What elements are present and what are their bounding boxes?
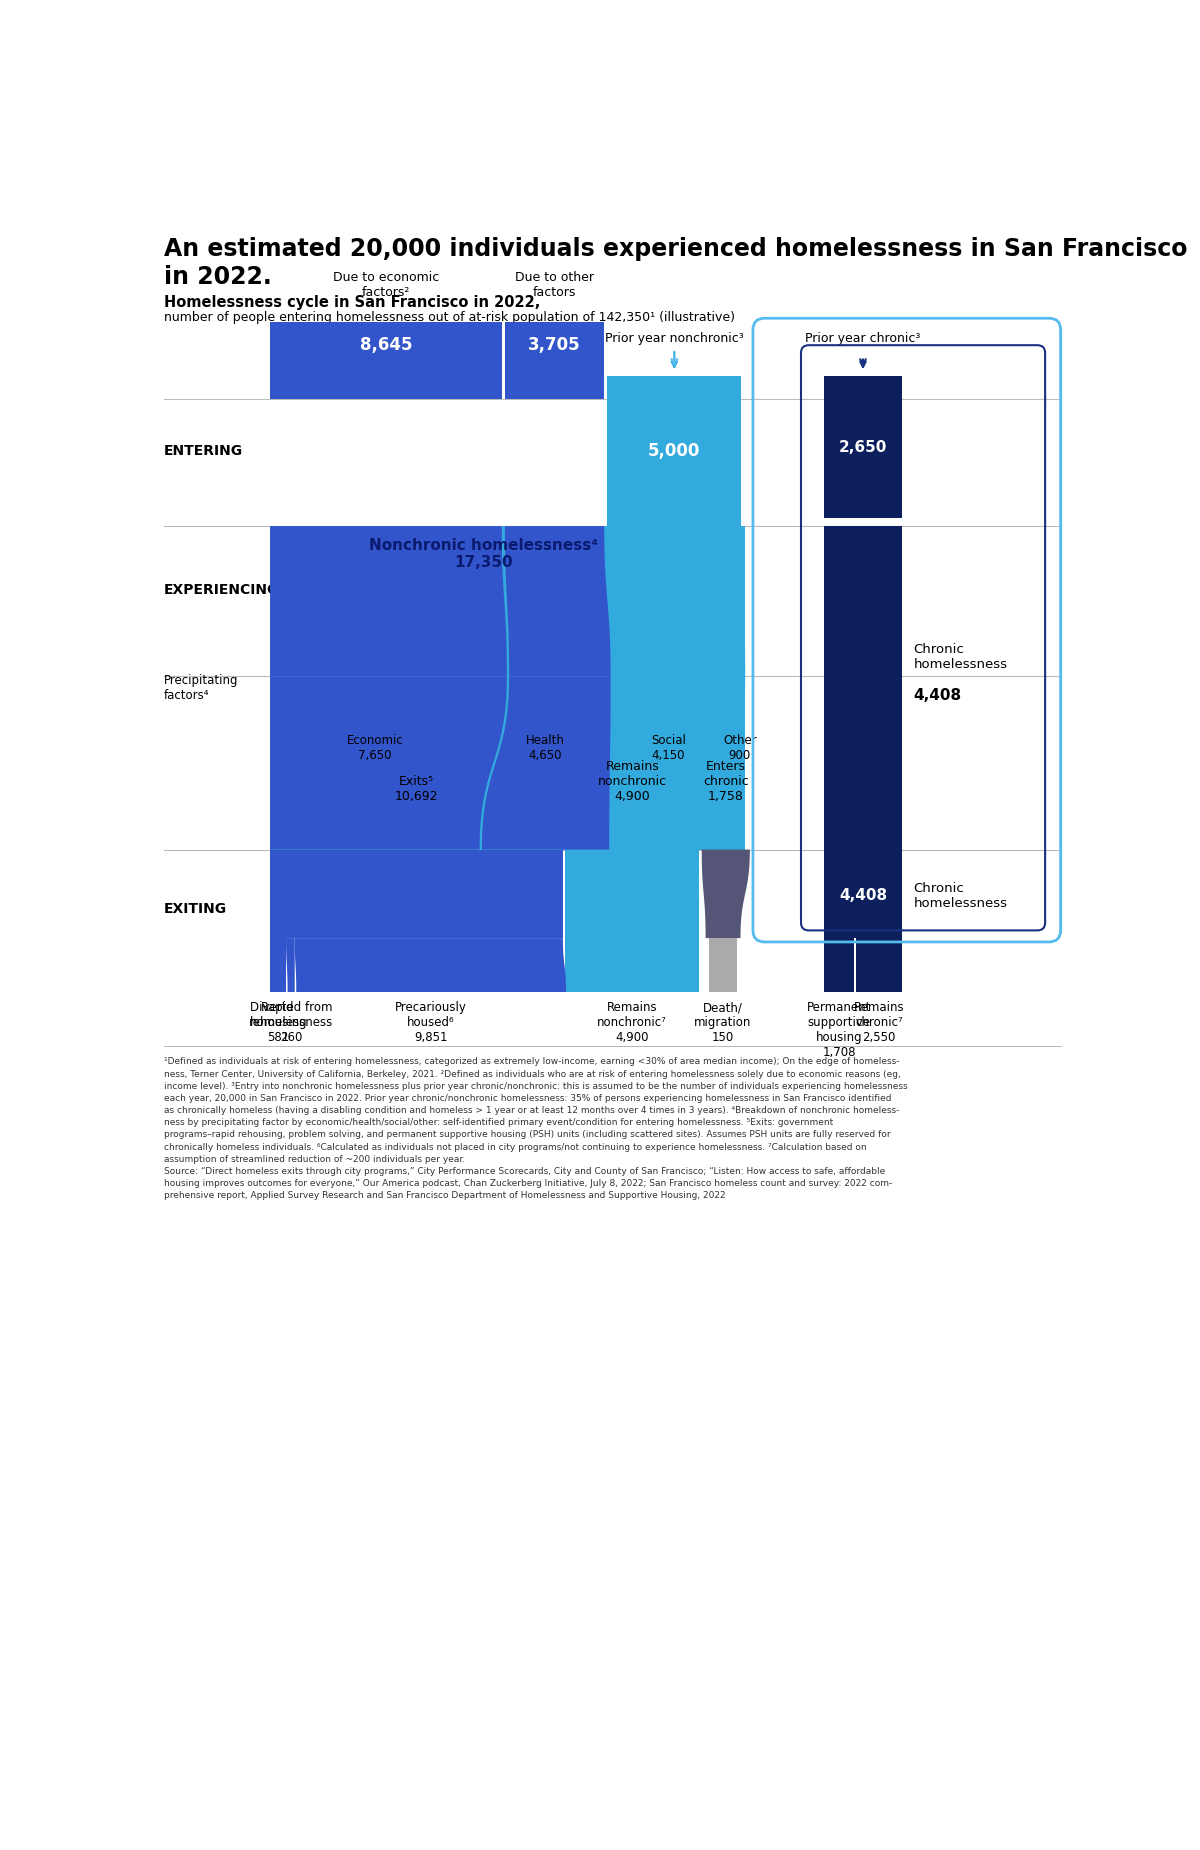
Text: ENTERING: ENTERING xyxy=(164,444,244,459)
Polygon shape xyxy=(270,525,506,677)
Text: 5,000: 5,000 xyxy=(648,442,701,461)
Text: Due to economic
factors²: Due to economic factors² xyxy=(332,270,439,300)
Text: Precariously
housed⁶
9,851: Precariously housed⁶ 9,851 xyxy=(395,1001,467,1043)
Polygon shape xyxy=(270,849,563,938)
Text: Death/
migration
150: Death/ migration 150 xyxy=(695,1001,751,1043)
Polygon shape xyxy=(565,849,700,992)
Bar xyxy=(270,525,745,677)
Text: Permanent
supportive
housing
1,708: Permanent supportive housing 1,708 xyxy=(808,1001,871,1060)
Text: Diverted from
homelessness
260: Diverted from homelessness 260 xyxy=(250,1001,332,1043)
Polygon shape xyxy=(612,677,745,849)
Text: Due to other
factors: Due to other factors xyxy=(515,270,594,300)
Text: EXITING: EXITING xyxy=(164,903,227,916)
Text: Economic
7,650: Economic 7,650 xyxy=(347,734,403,762)
Text: 2,650: 2,650 xyxy=(839,440,887,455)
Text: ¹Defined as individuals at risk of entering homelessness, categorized as extreme: ¹Defined as individuals at risk of enter… xyxy=(164,1058,907,1201)
Bar xyxy=(709,938,737,992)
Text: Health
4,650: Health 4,650 xyxy=(526,734,565,762)
Text: Remains
nonchronic⁷
4,900: Remains nonchronic⁷ 4,900 xyxy=(598,1001,667,1043)
Text: Prior year nonchronic³: Prior year nonchronic³ xyxy=(605,333,744,346)
Polygon shape xyxy=(270,677,506,849)
Text: Nonchronic homelessness⁴
17,350: Nonchronic homelessness⁴ 17,350 xyxy=(370,538,599,570)
Polygon shape xyxy=(824,866,901,938)
Bar xyxy=(270,322,502,400)
Bar xyxy=(856,938,901,992)
Bar xyxy=(270,677,745,849)
Text: Rapid
rehousing
581: Rapid rehousing 581 xyxy=(248,1001,307,1043)
Polygon shape xyxy=(702,849,750,938)
Text: Enters
chronic
1,758: Enters chronic 1,758 xyxy=(703,760,749,803)
Bar xyxy=(824,376,901,518)
Text: 3,705: 3,705 xyxy=(528,337,581,353)
Bar xyxy=(824,525,901,866)
Polygon shape xyxy=(286,938,295,992)
Polygon shape xyxy=(482,677,611,849)
Polygon shape xyxy=(505,525,611,677)
Text: number of people entering homelessness out of at-risk population of 142,350¹ (il: number of people entering homelessness o… xyxy=(164,311,734,324)
Text: Exits⁵
10,692: Exits⁵ 10,692 xyxy=(395,775,438,803)
Text: Remains
chronic⁷
2,550: Remains chronic⁷ 2,550 xyxy=(853,1001,904,1043)
Text: 4,408: 4,408 xyxy=(839,888,887,903)
Polygon shape xyxy=(295,938,566,992)
Polygon shape xyxy=(270,938,286,992)
Text: Chronic
homelessness: Chronic homelessness xyxy=(913,882,1007,910)
Text: 4,408: 4,408 xyxy=(913,688,961,703)
Polygon shape xyxy=(607,525,745,677)
Bar xyxy=(607,376,742,525)
Text: 8,645: 8,645 xyxy=(360,337,413,353)
Text: Social
4,150: Social 4,150 xyxy=(650,734,686,762)
Text: Prior year chronic³: Prior year chronic³ xyxy=(805,333,920,346)
Bar xyxy=(505,322,605,400)
Text: An estimated 20,000 individuals experienced homelessness in San Francisco
in 202: An estimated 20,000 individuals experien… xyxy=(164,237,1188,289)
Text: Other
900: Other 900 xyxy=(722,734,757,762)
Text: Homelessness cycle in San Francisco in 2022,: Homelessness cycle in San Francisco in 2… xyxy=(164,296,540,311)
Text: Chronic
homelessness: Chronic homelessness xyxy=(913,644,1007,672)
Text: Precipitating
factors⁴: Precipitating factors⁴ xyxy=(164,673,239,701)
Text: EXPERIENCING: EXPERIENCING xyxy=(164,583,280,598)
Bar xyxy=(824,938,854,992)
Text: Remains
nonchronic
4,900: Remains nonchronic 4,900 xyxy=(598,760,667,803)
